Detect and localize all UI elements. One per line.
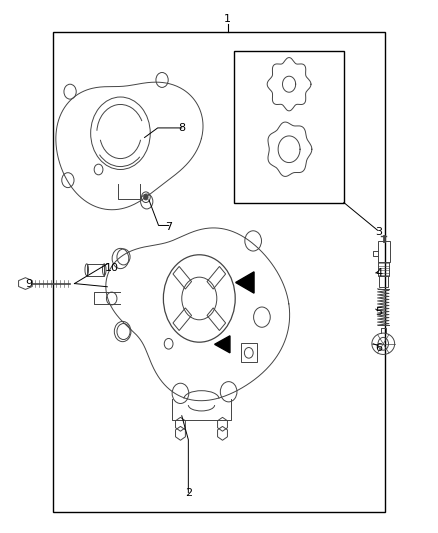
- Bar: [53, 32, 385, 512]
- Polygon shape: [106, 228, 290, 401]
- Polygon shape: [267, 58, 311, 111]
- Bar: [241, 343, 257, 362]
- Text: 3: 3: [375, 227, 382, 237]
- Text: 5: 5: [375, 307, 382, 317]
- Text: 6: 6: [375, 343, 382, 352]
- Polygon shape: [215, 336, 230, 353]
- Polygon shape: [236, 272, 254, 293]
- Text: 1: 1: [224, 14, 231, 23]
- Text: 9: 9: [25, 279, 32, 288]
- Polygon shape: [268, 122, 312, 176]
- Bar: [378, 262, 389, 276]
- Text: 8: 8: [178, 123, 185, 133]
- Bar: [234, 51, 344, 203]
- Text: 7: 7: [165, 222, 172, 231]
- Circle shape: [144, 195, 148, 200]
- Text: 4: 4: [375, 268, 382, 278]
- Text: 2: 2: [185, 488, 192, 498]
- Text: 10: 10: [105, 263, 119, 273]
- Bar: [379, 276, 388, 287]
- Bar: [378, 241, 390, 262]
